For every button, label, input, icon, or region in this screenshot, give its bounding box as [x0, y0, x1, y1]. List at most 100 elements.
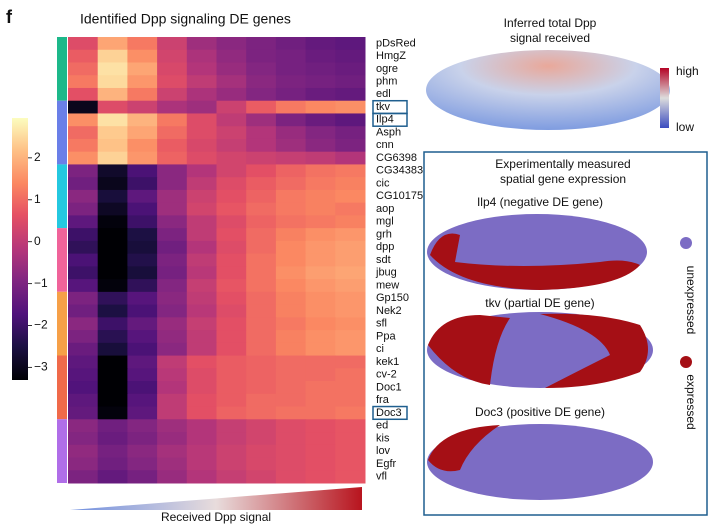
heat-cell: [305, 240, 336, 255]
heat-cell: [335, 444, 366, 459]
heat-cell: [216, 470, 247, 484]
heat-cell: [97, 202, 128, 216]
heat-cell: [275, 381, 307, 395]
heat-cell: [246, 368, 277, 382]
heat-cell: [305, 49, 336, 63]
heat-cell: [246, 406, 277, 420]
heat-cell: [246, 304, 277, 318]
gene-label: Doc1: [376, 381, 402, 393]
panel-label: Ilp4 (negative DE gene): [477, 195, 603, 209]
gene-label: mgl: [376, 216, 394, 228]
heat-cell: [68, 291, 99, 306]
heat-cell: [305, 151, 336, 165]
heat-cell: [97, 368, 128, 382]
heat-cell: [246, 177, 277, 191]
heat-cell: [68, 342, 99, 357]
heat-cell: [335, 470, 366, 484]
heat-cell: [305, 113, 336, 127]
heat-cell: [97, 189, 128, 204]
heat-cell: [127, 151, 158, 165]
heat-cell: [68, 138, 99, 153]
gene-label: pDsRed: [376, 37, 416, 49]
heat-cell: [275, 126, 307, 140]
heat-cell: [68, 330, 99, 344]
heat-cell: [246, 202, 277, 216]
heat-cell: [335, 189, 366, 204]
heat-cell: [157, 330, 188, 344]
signal-triangle: [70, 487, 362, 510]
heat-cell: [68, 470, 99, 484]
heat-cell: [186, 189, 217, 204]
heat-cell: [68, 419, 99, 433]
heat-cell: [275, 202, 307, 216]
heat-cell: [68, 240, 99, 255]
heat-cell: [186, 37, 217, 51]
gene-label: ed: [376, 420, 388, 432]
heat-cell: [157, 266, 188, 280]
gene-label: Gp150: [376, 292, 409, 304]
heat-cell: [157, 177, 188, 191]
heat-cell: [305, 342, 336, 357]
heat-cell: [216, 432, 247, 446]
heat-cell: [275, 355, 307, 369]
heat-cell: [216, 253, 247, 267]
heat-cell: [216, 279, 247, 293]
heat-cell: [275, 432, 307, 446]
heat-cell: [186, 266, 217, 280]
heat-cell: [246, 317, 277, 331]
heat-cell: [305, 330, 336, 344]
heat-cell: [305, 304, 336, 318]
heat-cell: [246, 240, 277, 255]
heat-cell: [216, 138, 247, 153]
gene-label: CG34383: [376, 165, 423, 177]
heat-cell: [68, 393, 99, 408]
heat-cell: [97, 75, 128, 89]
heat-cell: [157, 126, 188, 140]
heat-cell: [216, 100, 247, 114]
cluster-bars: [57, 37, 67, 483]
heat-cell: [127, 164, 158, 178]
heat-cell: [68, 151, 99, 165]
heat-cell: [335, 164, 366, 178]
heat-cell: [127, 457, 158, 471]
heat-cell: [275, 266, 307, 280]
heat-cell: [275, 342, 307, 357]
heat-cell: [335, 87, 366, 102]
heat-cell: [335, 291, 366, 306]
heat-cell: [186, 228, 217, 242]
heat-cell: [335, 304, 366, 318]
heat-cell: [216, 87, 247, 102]
embryo-doc3: [427, 424, 653, 500]
heat-cell: [97, 228, 128, 242]
heat-cell: [275, 368, 307, 382]
heat-cell: [157, 100, 188, 114]
heat-cell: [335, 126, 366, 140]
heat-cell: [216, 291, 247, 306]
heat-cell: [216, 75, 247, 89]
heat-cell: [335, 381, 366, 395]
gene-label: aop: [376, 203, 394, 215]
heat-cell: [216, 151, 247, 165]
inferred-title: signal received: [510, 31, 590, 45]
heat-cell: [157, 317, 188, 331]
heat-cell: [186, 240, 217, 255]
heat-cell: [275, 304, 307, 318]
gene-label: cv-2: [376, 369, 397, 381]
heat-cell: [68, 368, 99, 382]
heat-cell: [186, 100, 217, 114]
heat-cell: [68, 266, 99, 280]
heat-cell: [186, 381, 217, 395]
heat-cell: [305, 393, 336, 408]
heat-cell: [216, 126, 247, 140]
heat-cell: [157, 228, 188, 242]
heat-cell: [246, 62, 277, 76]
colorbar: [12, 118, 28, 380]
heat-cell: [68, 37, 99, 51]
heat-cell: [127, 406, 158, 420]
panel-label: Doc3 (positive DE gene): [475, 405, 605, 419]
heat-cell: [246, 291, 277, 306]
heat-cell: [186, 215, 217, 229]
heat-cell: [68, 202, 99, 216]
heat-cell: [157, 215, 188, 229]
heat-cell: [216, 304, 247, 318]
